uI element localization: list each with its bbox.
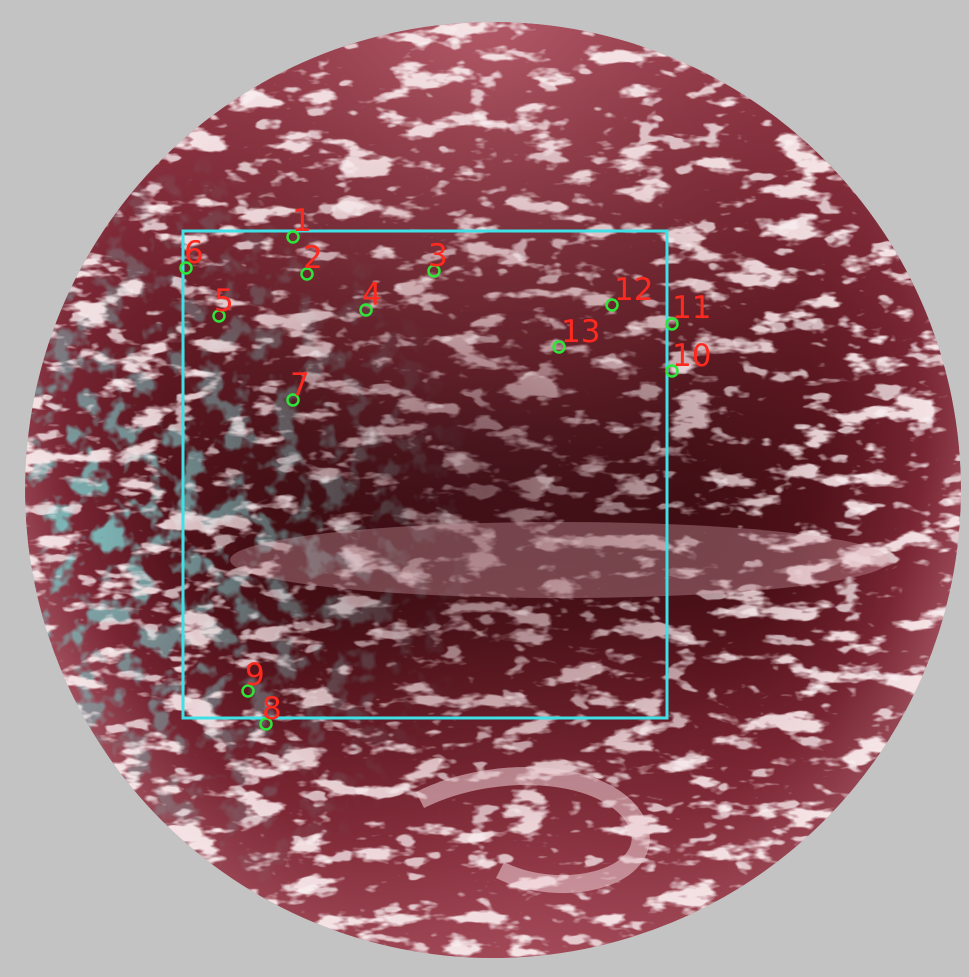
marker-circle-11 xyxy=(665,317,679,331)
marker-circle-7 xyxy=(286,393,300,407)
marker-13: 13 xyxy=(552,314,600,354)
marker-circle-5 xyxy=(212,309,226,323)
marker-label-6: 6 xyxy=(184,235,204,271)
marker-circle-13 xyxy=(552,340,566,354)
marker-8: 8 xyxy=(259,691,282,731)
marker-label-10: 10 xyxy=(672,338,711,374)
marker-label-4: 4 xyxy=(362,277,382,313)
marker-circle-12 xyxy=(605,298,619,312)
marker-circle-2 xyxy=(300,267,314,281)
marker-circle-9 xyxy=(241,684,255,698)
marker-4: 4 xyxy=(359,277,382,317)
marker-label-3: 3 xyxy=(428,238,448,274)
marker-7: 7 xyxy=(286,367,310,407)
marker-label-13: 13 xyxy=(561,314,600,350)
marker-circle-3 xyxy=(427,264,441,278)
marker-12: 12 xyxy=(605,272,653,312)
marker-circle-8 xyxy=(259,717,273,731)
marker-9: 9 xyxy=(241,657,265,698)
marker-10: 10 xyxy=(665,338,711,378)
marker-label-9: 9 xyxy=(245,657,265,693)
marker-circle-1 xyxy=(286,230,300,244)
marker-label-12: 12 xyxy=(614,272,653,308)
region-of-interest-box xyxy=(181,229,669,720)
marker-5: 5 xyxy=(212,283,234,323)
marker-label-11: 11 xyxy=(672,290,711,326)
marker-circle-4 xyxy=(359,303,373,317)
marker-label-5: 5 xyxy=(214,283,234,319)
marker-label-1: 1 xyxy=(292,203,312,239)
marker-11: 11 xyxy=(665,290,711,331)
marker-2: 2 xyxy=(300,240,323,281)
marker-label-8: 8 xyxy=(262,691,282,727)
marker-3: 3 xyxy=(427,238,448,278)
marker-6: 6 xyxy=(179,235,204,275)
marker-label-7: 7 xyxy=(290,367,310,403)
marker-circle-10 xyxy=(665,364,679,378)
marker-1: 1 xyxy=(286,203,312,244)
marker-label-2: 2 xyxy=(303,240,323,276)
marker-circle-6 xyxy=(179,261,193,275)
